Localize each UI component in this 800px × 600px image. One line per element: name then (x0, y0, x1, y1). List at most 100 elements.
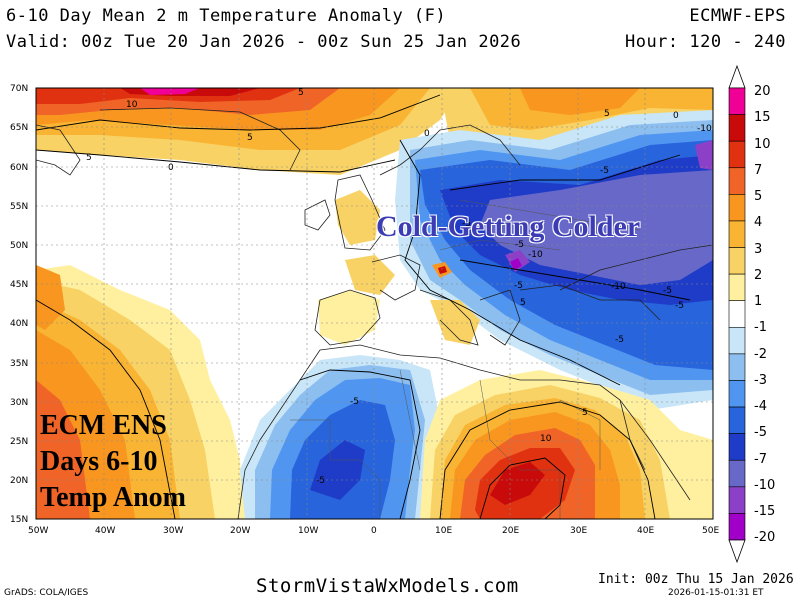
contour-label: -10 (697, 124, 712, 134)
anom-westatl-spot (36, 265, 65, 330)
contour-label: -5 (615, 335, 624, 345)
lon-label: 30W (163, 526, 183, 536)
colorbar-swatch (728, 247, 746, 275)
forecast-hours: Hour: 120 - 240 (624, 32, 786, 52)
site-credit: StormVistaWxModels.com (256, 575, 519, 597)
colorbar-label: -15 (754, 504, 776, 519)
contour-label: 0 (168, 163, 174, 173)
contour-label: -5 (600, 166, 609, 176)
colorbar-label: 4 (754, 215, 763, 230)
coastlines (36, 107, 713, 519)
lon-label: 50E (702, 526, 719, 536)
init-time: Init: 00z Thu 15 Jan 2026 (598, 572, 794, 587)
colorbar-label: 20 (754, 84, 771, 99)
colorbar-swatch (728, 273, 746, 302)
contour-label: 5 (86, 153, 92, 163)
colorbar-swatch (728, 140, 746, 169)
contour-label: 0 (673, 111, 679, 121)
contour-label: 10 (126, 100, 138, 110)
colorbar-label: 15 (754, 110, 771, 125)
colorbar-swatch (728, 194, 746, 222)
contour-value-labels: 10 5 5 5 0 5 0 -5 -10 -5 -10 -5 -5 -10 -… (86, 88, 712, 486)
lat-label: 30N (10, 398, 28, 408)
contour-label: -10 (528, 250, 543, 260)
contour-label: 5 (582, 408, 588, 418)
lat-label: 70N (10, 84, 28, 94)
anom-france-warm (345, 255, 395, 295)
anom-alps-warm2 (438, 266, 447, 274)
colorbar-label: -20 (754, 530, 776, 545)
lat-label: 40N (10, 319, 28, 329)
lon-label: 20W (230, 526, 250, 536)
cold-annotation: Cold-Getting Colder (376, 210, 641, 243)
contour-label: 0 (424, 129, 430, 139)
lat-label: 15N (10, 515, 28, 525)
ecm-annotation-line1: ECM ENS (40, 410, 167, 441)
contour-label: 5 (520, 298, 526, 308)
contour-label: 5 (247, 133, 253, 143)
colorbar-top-arrow (728, 64, 746, 89)
ecm-annotation-line2: Days 6-10 (40, 446, 158, 477)
contour-label: -5 (663, 286, 672, 296)
colorbar (728, 64, 746, 564)
lon-label: 40W (95, 526, 115, 536)
lat-label: 65N (10, 123, 28, 133)
lon-label: 0 (371, 526, 377, 536)
timestamp: 2026-01-15-01:31 ET (668, 588, 764, 598)
grads-credit: GrADS: COLA/IGES (4, 588, 89, 598)
axis-labels: 70N 65N 60N 55N 50N 45N 40N 35N 30N 25N … (10, 84, 719, 536)
model-name: ECMWF-EPS (689, 6, 786, 26)
anom-uk-warm (335, 190, 380, 245)
anom-atlantic-warm5 (36, 380, 90, 519)
graticule (36, 88, 713, 519)
colorbar-label: 10 (754, 137, 771, 152)
contour-label: -5 (350, 397, 359, 407)
colorbar-label: -1 (754, 320, 767, 335)
lat-label: 55N (10, 202, 28, 212)
lon-label: 40E (637, 526, 654, 536)
contour-label: 5 (298, 88, 304, 98)
anom-cold-8 (510, 258, 522, 270)
contour-label: 5 (604, 109, 610, 119)
lon-label: 10E (435, 526, 452, 536)
colorbar-swatch (728, 459, 746, 488)
valid-period: Valid: 00z Tue 20 Jan 2026 - 00z Sun 25 … (6, 32, 522, 52)
colorbar-label: -5 (754, 425, 767, 440)
lat-label: 45N (10, 280, 28, 290)
colorbar-swatch (728, 167, 746, 195)
colorbar-bottom-arrow (728, 539, 746, 564)
colorbar-label: 3 (754, 242, 763, 257)
colorbar-label: -10 (754, 478, 776, 493)
contour-label: -5 (515, 240, 524, 250)
anom-africa-warm7 (490, 462, 545, 505)
anom-italy-warm (430, 300, 480, 345)
colorbar-swatch (728, 380, 746, 408)
contour-label: -10 (611, 282, 626, 292)
contour-label: -5 (675, 301, 684, 311)
colorbar-swatch (728, 433, 746, 461)
colorbar-label: 1 (754, 294, 763, 309)
map-frame (35, 87, 714, 520)
anom-iberia-warm (318, 290, 380, 345)
anom-cold-7 (505, 140, 713, 272)
chart-title: 6-10 Day Mean 2 m Temperature Anomaly (F… (6, 6, 447, 26)
colorbar-label: -4 (754, 399, 767, 414)
anom-ne-warm3 (520, 88, 640, 115)
colorbar-swatch (728, 513, 746, 541)
lat-label: 35N (10, 359, 28, 369)
colorbar-label: 2 (754, 268, 763, 283)
contour-label: -5 (462, 219, 471, 229)
colorbar-swatch (728, 87, 746, 115)
contour-label: -5 (514, 281, 523, 291)
colorbar-label: -3 (754, 373, 767, 388)
anom-saharan-cold5 (310, 440, 365, 500)
colorbar-swatch (728, 353, 746, 381)
colorbar-swatch (728, 486, 746, 514)
lon-label: 30E (570, 526, 587, 536)
contour-label: -5 (316, 476, 325, 486)
colorbar-label: -7 (754, 452, 767, 467)
lat-label: 50N (10, 241, 28, 251)
lon-label: 50W (28, 526, 48, 536)
anom-north-warm7 (140, 88, 200, 95)
